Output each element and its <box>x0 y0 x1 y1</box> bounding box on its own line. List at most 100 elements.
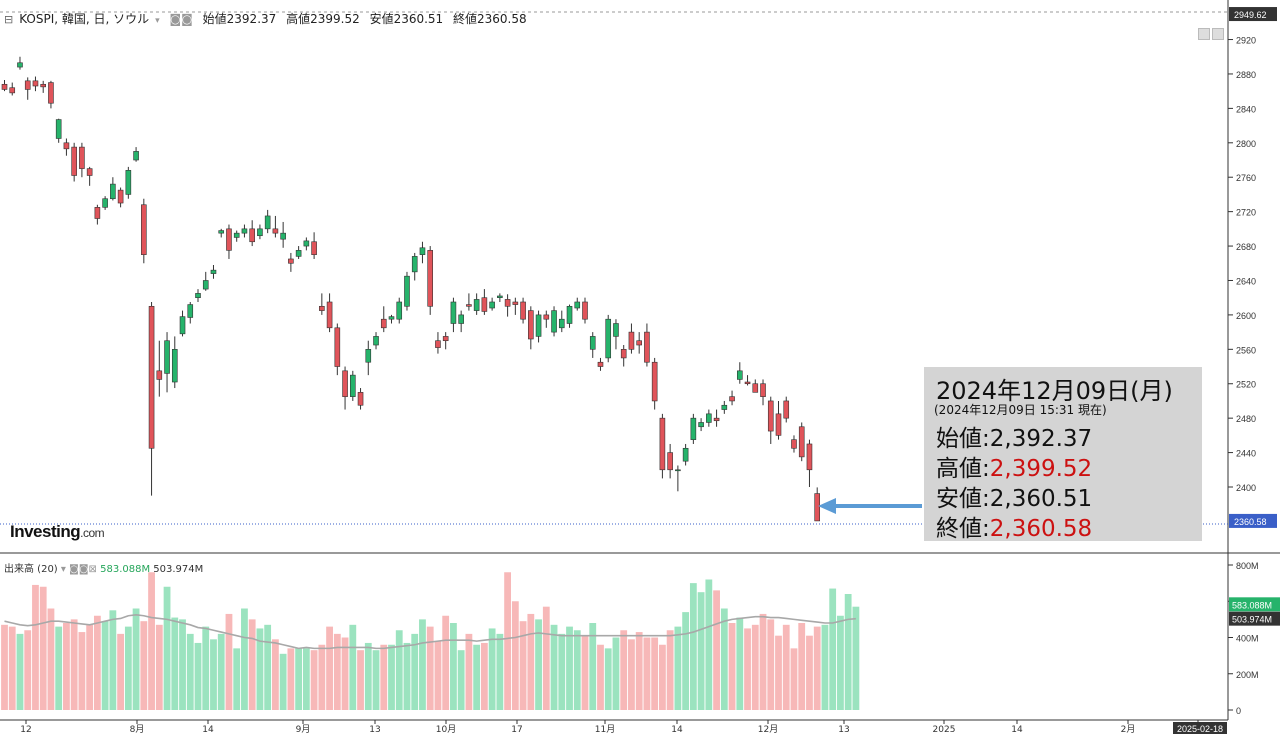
settings-icon[interactable]: ◙◙ <box>169 12 193 26</box>
volume-bar <box>682 612 690 710</box>
candle-body <box>651 361 658 402</box>
volume-bar <box>782 624 790 710</box>
volume-bar <box>109 610 117 710</box>
volume-bar <box>287 648 295 710</box>
volume-marker-label: 583.088M <box>1232 600 1272 610</box>
volume-bar <box>604 648 612 710</box>
volume-bar <box>256 628 264 710</box>
info-low-row: 安値:2,360.51 <box>936 486 1093 512</box>
candle-body <box>504 299 511 307</box>
volume-bar <box>117 633 124 710</box>
candle-body <box>736 370 743 380</box>
candle-body <box>659 417 666 471</box>
volume-bar <box>581 635 589 710</box>
volume-tick-label: 800M <box>1236 561 1259 571</box>
volume-marker-badge <box>1229 597 1280 612</box>
time-tick-label: 11月 <box>595 724 615 734</box>
candle-body <box>63 142 70 150</box>
volume-bar <box>767 619 775 710</box>
volume-bar <box>473 644 481 710</box>
volume-label[interactable]: 出来高 (20) <box>4 564 58 575</box>
candle-body <box>613 323 619 337</box>
volume-bar <box>736 617 744 710</box>
candle-body <box>644 331 650 363</box>
volume-bar <box>635 632 643 710</box>
candle-body <box>125 170 132 195</box>
volume-bar <box>357 650 364 710</box>
dropdown-icon[interactable]: ▾ <box>60 564 66 575</box>
volume-bar <box>852 606 860 710</box>
price-tick-label: 2440 <box>1236 449 1256 459</box>
volume-tick-label: 0 <box>1236 706 1241 716</box>
volume-bar <box>349 624 357 710</box>
candle-body <box>179 316 186 335</box>
volume-bar <box>511 601 519 710</box>
candle-body <box>458 314 464 324</box>
volume-bar <box>589 623 597 710</box>
price-marker-label: 2949.62 <box>1234 10 1267 20</box>
candle-body <box>288 258 294 264</box>
pane-button-icon[interactable] <box>1212 28 1224 40</box>
volume-bar <box>310 650 318 710</box>
candle-body <box>411 256 418 273</box>
volume-bar <box>78 632 86 710</box>
candle-body <box>94 207 101 219</box>
high-value: 高値2399.52 <box>286 12 360 26</box>
candle-body <box>628 331 635 350</box>
time-tick-label: 14 <box>1011 725 1023 734</box>
volume-bar <box>241 608 248 710</box>
info-low-value: 2,360.51 <box>989 486 1093 512</box>
candle-body <box>342 370 348 397</box>
time-tick-label: 14 <box>202 725 214 734</box>
dropdown-icon[interactable]: ▾ <box>155 16 160 26</box>
volume-bar <box>395 630 403 710</box>
candle-body <box>551 310 557 333</box>
volume-bar <box>751 624 759 710</box>
time-axis: 12 8月 14 9月 13 10月 17 11月 14 12月 13 2025 14 2月 2025-02… <box>20 720 1227 734</box>
candle-body <box>280 232 286 240</box>
symbol-title[interactable]: KOSPI, 韓国, 日, ソウル <box>19 12 150 26</box>
candle-body <box>473 299 480 311</box>
axis-markers: 2949.62 2360.58 583.088M 503.974M <box>1229 7 1280 626</box>
candle-body <box>218 230 225 234</box>
candle-body <box>388 316 395 320</box>
pane-button-icon[interactable] <box>1198 28 1210 40</box>
volume-bar <box>728 623 736 710</box>
volume-bar <box>1 624 8 710</box>
low-value: 安値2360.51 <box>369 12 444 26</box>
candle-body <box>40 83 47 88</box>
volume-bar <box>364 642 372 710</box>
candle-body <box>589 336 596 350</box>
candle-body <box>574 301 581 309</box>
candle-body <box>48 82 54 104</box>
candle-body <box>17 62 23 68</box>
candle-body <box>257 228 263 237</box>
volume-bar <box>612 637 620 710</box>
volume-bar <box>155 624 163 710</box>
candle-body <box>760 383 766 397</box>
volume-bar <box>465 633 473 710</box>
candle-body <box>264 215 271 230</box>
candle-body <box>752 383 759 393</box>
candle-body <box>303 240 310 247</box>
price-tick-label: 2680 <box>1236 242 1256 252</box>
volume-bar <box>411 633 419 710</box>
candle-body <box>1 83 8 90</box>
info-open-value: 2,392.37 <box>989 426 1093 452</box>
volume-bar <box>93 615 101 710</box>
arrow-icon <box>818 498 922 514</box>
settings-icon[interactable]: ◙◙⊠ <box>69 564 97 575</box>
volume-bar <box>674 626 682 710</box>
candle-body <box>241 228 248 234</box>
candle-body <box>489 301 495 309</box>
candle-body <box>210 269 217 274</box>
candle-body <box>357 392 364 406</box>
candle-body <box>396 301 403 320</box>
collapse-icon[interactable]: ⊟ <box>4 13 14 26</box>
candle-body <box>497 295 503 298</box>
volume-bar <box>821 624 829 710</box>
candle-body <box>605 318 612 359</box>
candle-body <box>195 293 201 298</box>
volume-bar <box>101 621 109 710</box>
candle-body <box>798 426 805 458</box>
